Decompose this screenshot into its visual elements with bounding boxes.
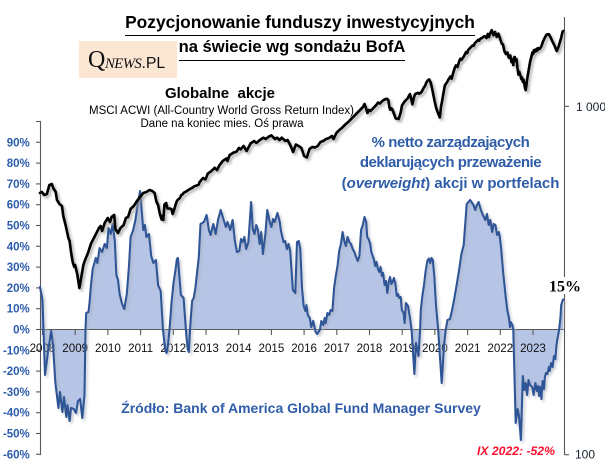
svg-text:30%: 30% bbox=[7, 262, 30, 274]
svg-text:2010: 2010 bbox=[95, 342, 121, 355]
svg-text:80%: 80% bbox=[7, 158, 30, 170]
svg-text:-10%: -10% bbox=[3, 345, 30, 357]
svg-text:2016: 2016 bbox=[291, 342, 317, 355]
svg-text:1 000: 1 000 bbox=[576, 100, 605, 114]
svg-text:-40%: -40% bbox=[3, 408, 30, 420]
svg-text:-50%: -50% bbox=[3, 429, 30, 441]
svg-text:2017: 2017 bbox=[324, 342, 350, 355]
svg-text:0%: 0% bbox=[13, 325, 30, 337]
svg-text:2021: 2021 bbox=[455, 342, 481, 355]
svg-text:50%: 50% bbox=[7, 221, 30, 233]
svg-text:70%: 70% bbox=[7, 179, 30, 191]
svg-text:20%: 20% bbox=[7, 283, 30, 295]
svg-text:60%: 60% bbox=[7, 200, 30, 212]
svg-text:-30%: -30% bbox=[3, 387, 30, 399]
svg-text:40%: 40% bbox=[7, 241, 30, 253]
svg-text:2022: 2022 bbox=[487, 342, 513, 355]
svg-text:90%: 90% bbox=[7, 137, 30, 149]
svg-text:15%: 15% bbox=[549, 278, 581, 295]
svg-text:-20%: -20% bbox=[3, 366, 30, 378]
svg-text:2023: 2023 bbox=[520, 342, 546, 355]
svg-text:100: 100 bbox=[575, 447, 595, 461]
svg-text:10%: 10% bbox=[7, 304, 30, 316]
svg-text:2019: 2019 bbox=[389, 342, 415, 355]
svg-text:2009: 2009 bbox=[62, 342, 88, 355]
svg-text:2013: 2013 bbox=[193, 342, 219, 355]
svg-text:2020: 2020 bbox=[422, 342, 448, 355]
svg-text:2015: 2015 bbox=[259, 342, 285, 355]
svg-text:2014: 2014 bbox=[226, 342, 252, 355]
svg-text:2011: 2011 bbox=[128, 342, 153, 355]
svg-text:-60%: -60% bbox=[3, 449, 30, 461]
svg-text:2018: 2018 bbox=[357, 342, 383, 355]
svg-text:2008: 2008 bbox=[30, 342, 56, 355]
